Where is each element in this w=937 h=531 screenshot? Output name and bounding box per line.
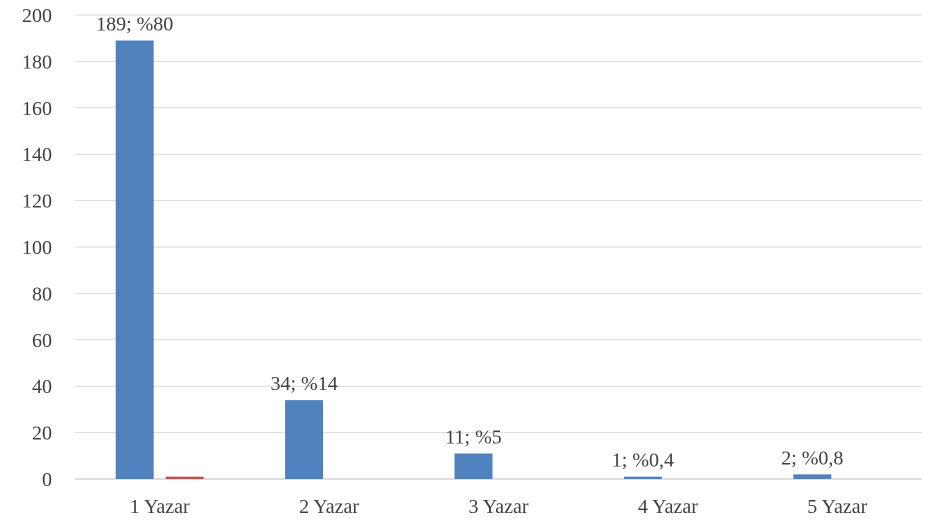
gridlines	[75, 14, 922, 480]
y-tick-label: 60	[32, 330, 52, 352]
bar-primary-2	[285, 400, 324, 479]
data-label: 34; %14	[270, 373, 337, 395]
bar-primary-1	[115, 40, 154, 480]
x-category-label: 5 Yazar	[807, 496, 867, 518]
y-tick-label: 120	[22, 191, 52, 213]
y-tick-label: 180	[22, 51, 52, 73]
data-labels: 189; %80 34; %14 11; %5 1; %0,4 2; %0,8	[96, 14, 843, 472]
bar-secondary-1	[165, 476, 204, 479]
y-axis-ticks: 0 20 40 60 80 100 120 140 160 180 200	[22, 5, 52, 491]
data-label: 11; %5	[445, 426, 501, 448]
x-category-label: 3 Yazar	[469, 496, 529, 518]
y-tick-label: 20	[32, 423, 52, 445]
x-category-label: 4 Yazar	[638, 496, 698, 518]
bars	[115, 40, 832, 480]
data-label: 1; %0,4	[612, 450, 674, 472]
y-tick-label: 80	[32, 283, 52, 305]
data-label: 2; %0,8	[781, 447, 843, 469]
bar-primary-3	[454, 453, 493, 479]
y-tick-label: 140	[22, 144, 52, 166]
bar-primary-4	[623, 476, 662, 479]
x-axis-categories: 1 Yazar 2 Yazar 3 Yazar 4 Yazar 5 Yazar	[130, 496, 868, 518]
y-tick-label: 200	[22, 5, 52, 27]
y-tick-label: 100	[22, 237, 52, 259]
bar-primary-5	[793, 474, 832, 479]
data-label: 189; %80	[96, 14, 173, 36]
y-tick-label: 160	[22, 98, 52, 120]
y-tick-label: 40	[32, 376, 52, 398]
x-category-label: 1 Yazar	[130, 496, 190, 518]
x-category-label: 2 Yazar	[299, 496, 359, 518]
y-tick-label: 0	[42, 469, 52, 491]
